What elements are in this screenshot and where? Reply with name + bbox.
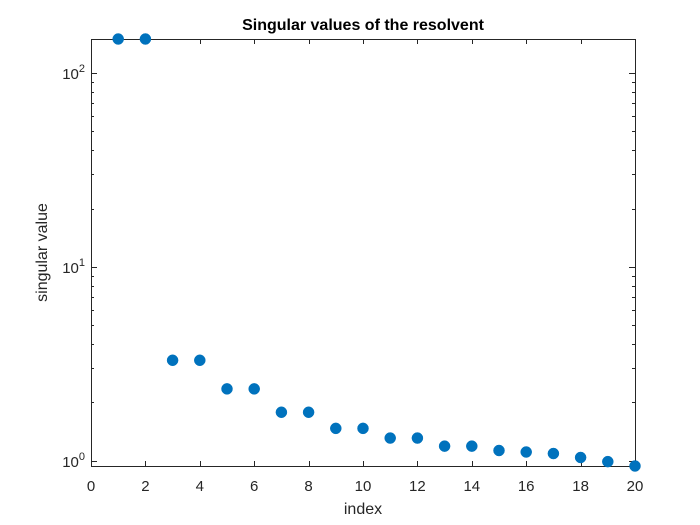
- plot-area-frame: [91, 39, 636, 467]
- x-tick-label: 0: [87, 478, 95, 495]
- x-tick-label: 6: [250, 478, 258, 495]
- x-tick-label: 12: [409, 478, 426, 495]
- y-axis: 100 101 102: [62, 63, 635, 471]
- data-point: [384, 432, 396, 444]
- data-point: [547, 447, 560, 460]
- x-tick-label: 18: [572, 478, 589, 495]
- data-point: [493, 444, 505, 457]
- y-tick-label: 102: [62, 63, 85, 83]
- chart-title: Singular values of the resolvent: [242, 17, 485, 34]
- x-tick-label: 8: [304, 478, 312, 495]
- x-tick-label: 2: [141, 478, 149, 495]
- data-point: [602, 455, 614, 468]
- x-axis-label: index: [344, 501, 382, 518]
- x-tick-label: 20: [627, 478, 644, 495]
- x-tick-label: 14: [463, 478, 480, 495]
- x-tick-label: 10: [355, 478, 372, 495]
- data-point: [330, 422, 342, 435]
- data-point: [275, 406, 288, 419]
- x-tick-label: 16: [518, 478, 535, 495]
- data-point: [520, 446, 532, 458]
- y-axis-label: singular value: [34, 203, 51, 302]
- data-point: [112, 33, 124, 45]
- data-points: [112, 33, 641, 472]
- data-point: [221, 383, 233, 395]
- x-tick-label: 4: [196, 478, 204, 495]
- data-point: [357, 422, 369, 435]
- data-point: [302, 406, 315, 419]
- x-axis: 0 2 4 6 8 10 12 14 16 18 20: [87, 39, 644, 495]
- data-point: [194, 354, 206, 367]
- data-point: [411, 432, 424, 444]
- y-tick-label: 101: [62, 257, 85, 277]
- data-point: [629, 460, 641, 472]
- y-tick-label: 100: [62, 451, 85, 471]
- data-point: [248, 383, 260, 395]
- data-point: [438, 440, 451, 452]
- data-point: [574, 451, 587, 464]
- data-point: [166, 354, 179, 367]
- data-point: [139, 33, 152, 45]
- data-point: [466, 440, 478, 452]
